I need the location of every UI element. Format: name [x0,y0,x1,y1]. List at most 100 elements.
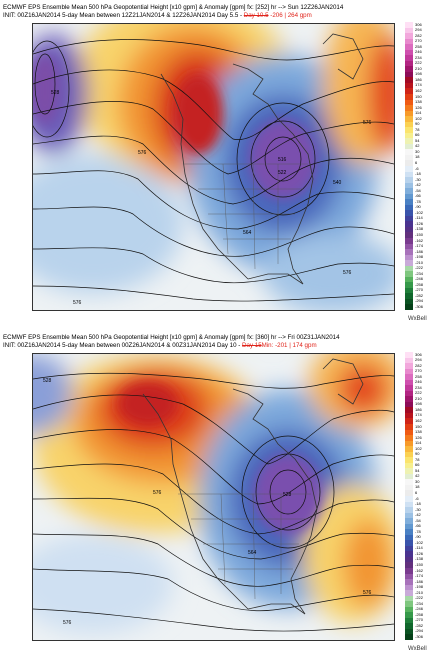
colorbar-label: 306 [415,21,422,27]
colorbar-label: 42 [415,143,420,149]
colorbar-label: -234 [415,270,424,276]
colorbar-label: 42 [415,473,420,479]
colorbar-label: 210 [415,65,422,71]
colorbar-label: 246 [415,379,422,385]
colorbar-swatch [405,529,413,536]
colorbar-label: 270 [415,368,422,374]
colorbar-swatch [405,551,413,558]
colorbar-label: 54 [415,137,420,143]
colorbar-swatch [405,38,413,45]
colorbar-label: -126 [415,220,424,226]
panel-1-struck-day: Day 10.5 [243,12,269,19]
panel-2-contour-label: 576 [63,620,72,626]
colorbar-label: -186 [415,248,424,254]
panel-1-anomaly-map: 576 576 576 564 540 522 516 576 528 [32,23,395,311]
colorbar-label: -270 [415,617,424,623]
colorbar-swatch [405,407,413,414]
panel-2-contour-label: 528 [43,378,52,384]
colorbar-swatch [405,71,413,78]
panel-1-coastlines [160,33,364,285]
colorbar-label: -102 [415,209,424,215]
panel-2-contour-label: 528 [283,492,292,498]
colorbar-swatch [405,160,413,167]
colorbar-label: 222 [415,60,422,66]
panel-2-coastlines [142,358,364,615]
colorbar-label: -258 [415,611,424,617]
colorbar-swatch [405,606,413,613]
panel-2-min-anomaly: -201 [275,342,288,349]
colorbar-label: -54 [415,187,421,193]
colorbar-swatch [405,260,413,266]
colorbar-swatch [405,44,413,50]
colorbar-swatch [405,82,413,89]
panel-1-colorbar: 306 294 282 270 258 246 234 222 210 198 186 174 162 1… [405,21,425,311]
colorbar-label: 258 [415,373,422,379]
colorbar-label: 198 [415,401,422,407]
colorbar-swatch [405,249,413,255]
colorbar-swatch [405,171,413,178]
panel-2-max-anomaly: 174 gpm [292,342,317,349]
colorbar-swatch [405,143,413,150]
colorbar-label: -210 [415,259,424,265]
colorbar-label: -30 [415,176,421,182]
colorbar-label: 30 [415,478,420,484]
colorbar-label: -246 [415,606,424,612]
colorbar-label: -198 [415,254,424,260]
colorbar-swatch [405,556,413,563]
panel-1-watermark: WxBell [408,316,427,322]
colorbar-label: -18 [415,171,421,177]
colorbar-swatch [405,132,413,139]
colorbar-label: 246 [415,49,422,55]
colorbar-label: -66 [415,193,421,199]
colorbar-swatch [405,473,413,480]
panel-2-contour-label: 564 [248,550,257,556]
colorbar-label: 294 [415,357,422,363]
panel-2-height-contours [33,372,394,632]
panel-2-struck-day: Day 15 [242,342,262,349]
panel-1-min-anomaly: -206 [270,12,283,19]
colorbar-swatch [405,562,413,569]
colorbar-label: 150 [415,93,422,99]
colorbar-label: 258 [415,43,422,49]
colorbar-label: 198 [415,71,422,77]
colorbar-swatch [405,623,413,630]
colorbar-label: 78 [415,456,420,462]
colorbar-label: -282 [415,622,424,628]
colorbar-label: 114 [415,440,422,446]
colorbar-swatch [405,293,413,300]
colorbar-swatch [405,540,413,547]
panel-2-contour-label: 576 [153,490,162,496]
colorbar-swatch [405,110,413,117]
colorbar-label: -246 [415,276,424,282]
colorbar-label: 18 [415,484,420,490]
colorbar-label: -162 [415,237,424,243]
colorbar-swatch [405,617,413,624]
colorbar-label: 186 [415,76,422,82]
colorbar-label: 162 [415,417,422,423]
colorbar-swatch [405,276,413,283]
colorbar-swatch [405,154,413,161]
panel-1-contour-label: 576 [138,150,147,156]
colorbar-label: -222 [415,595,424,601]
colorbar-label: 174 [415,412,422,418]
colorbar-label: -66 [415,523,421,529]
colorbar-swatch [405,22,413,28]
colorbar-swatch [405,33,413,39]
colorbar-label: 174 [415,82,422,88]
colorbar-swatch [405,490,413,497]
colorbar-swatch [405,304,413,311]
colorbar-label: -186 [415,578,424,584]
colorbar-swatch [405,462,413,469]
panel-1-contour-labels: 576 576 576 564 540 522 516 576 528 [51,90,372,306]
colorbar-label: -30 [415,506,421,512]
colorbar-label: -54 [415,517,421,523]
colorbar-label: 162 [415,87,422,93]
colorbar-swatch [405,66,413,73]
colorbar-swatch [405,512,413,519]
colorbar-label: 186 [415,406,422,412]
colorbar-label: 282 [415,32,422,38]
colorbar-label: -198 [415,584,424,590]
colorbar-swatch [405,568,413,574]
colorbar-label: -78 [415,198,421,204]
colorbar-label: 114 [415,110,422,116]
